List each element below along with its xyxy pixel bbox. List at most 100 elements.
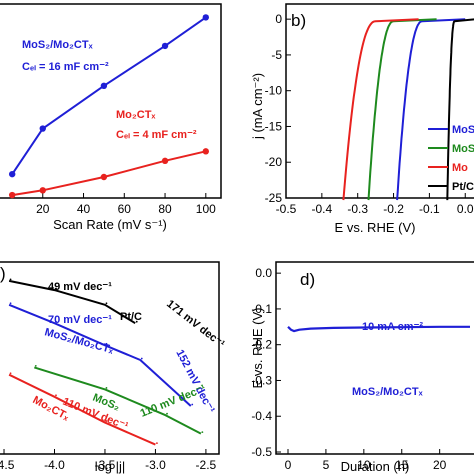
panel-a-frame xyxy=(0,3,222,199)
panel-b-y-tick-label: -20 xyxy=(265,155,283,169)
panel-a-series-0-point xyxy=(8,170,16,178)
panel-b-series-1-line xyxy=(367,18,437,201)
panel-a-series-0-point xyxy=(161,42,169,50)
panel-c-annotation-ptc: Pt/C xyxy=(120,311,142,323)
panel-c-letter: ) xyxy=(0,264,6,283)
panel-d-x-tick-label: 20 xyxy=(433,458,447,472)
panel-c-series-0-point xyxy=(9,278,12,281)
panel-a-x-axis-label: Scan Rate (mV s⁻¹) xyxy=(53,217,167,232)
panel-d-x-tick-label: 15 xyxy=(395,458,409,472)
panel-a-x-tick-label: 20 xyxy=(36,202,50,216)
panel-b-y-tick-label: 0 xyxy=(275,12,282,26)
panel-c-annotation-70: 70 mV dec⁻¹ xyxy=(48,314,112,326)
panel-c-x-tick-label: -3.0 xyxy=(145,458,166,472)
panel-c-x-tick-label: -2.5 xyxy=(196,458,217,472)
panel-c-series-1-point xyxy=(191,403,194,406)
panel-b-series-2-line xyxy=(342,18,419,201)
panel-a-x-tick-label: 80 xyxy=(158,202,172,216)
panel-b-x-tick-label: -0.5 xyxy=(276,202,297,216)
panel-b-y-tick-label: -5 xyxy=(271,48,282,62)
panel-b-letter: b) xyxy=(291,11,306,30)
panel-a-annotation-hybrid-cdl: Cₑₗ = 16 mF cm⁻² xyxy=(22,61,109,73)
panel-b-series-0-line xyxy=(396,18,466,201)
panel-c-series-3-point xyxy=(9,372,12,375)
panel-c-series-2-line xyxy=(34,366,202,435)
panel-a-x-tick-label: 100 xyxy=(196,202,216,216)
panel-d-annotation-current: 10 mA cm⁻² xyxy=(362,321,423,333)
panel-c-annotation-hybrid: MoS₂/Mo₂CTₓ xyxy=(43,326,115,356)
panel-c-series-1-point xyxy=(9,302,12,305)
panel-a-series-0-point xyxy=(39,125,46,132)
panel-d-y-tick-label: 0.0 xyxy=(255,266,272,280)
panel-c-series-3-point xyxy=(156,442,158,445)
legend-label-mo2c: Mo xyxy=(452,162,468,174)
panel-d-annotation-hybrid: MoS₂/Mo₂CTₓ xyxy=(352,386,424,398)
panel-c-annotation-152: 152 mV dec⁻¹ xyxy=(173,348,217,416)
panel-c-frame xyxy=(0,261,220,455)
panel-d-y-tick-label: -0.1 xyxy=(251,302,272,316)
panel-c-series-0-point xyxy=(135,320,138,323)
panel-c-annotation-110-green: 110 mV dec⁻¹ xyxy=(139,383,208,420)
panel-c-series-0-point xyxy=(55,287,57,290)
panel-b-y-axis-label: j (mA cm⁻²) xyxy=(250,73,265,140)
panel-a-annotation-mo2c-name: Mo₂CTₓ xyxy=(116,109,156,121)
panel-a-series-1-point xyxy=(202,148,210,155)
panel-a-series-1-point xyxy=(8,191,16,199)
panel-d-x-tick-label: 5 xyxy=(323,458,330,472)
panel-d-series-0-line xyxy=(287,325,470,333)
panel-c-series-1-line xyxy=(8,303,192,407)
panel-b-y-tick-label: -10 xyxy=(265,84,283,98)
plot-layer: 20 40 60 80 100 -0.5 -0.4 -0.3 -0.2 -0.1 0.00-5-10… xyxy=(0,12,474,472)
panel-c-series-3-point xyxy=(55,394,57,397)
panel-b-x-tick-label: -0.4 xyxy=(312,202,333,216)
panel-d-frame xyxy=(275,261,474,455)
panel-c-series-1-point xyxy=(140,357,143,360)
panel-b-series-3-line xyxy=(446,18,474,201)
panel-c-annotation-171: 171 mV dec⁻¹ xyxy=(164,298,227,351)
panel-a-series-1-point xyxy=(161,157,169,165)
panel-c-series-2-point xyxy=(166,412,168,415)
panel-a-annotation-mo2c-cdl: Cₑₗ = 4 mF cm⁻² xyxy=(116,129,197,141)
panel-c-series-3-point xyxy=(105,420,108,422)
panel-c-x-axis-label: log |j| xyxy=(95,459,126,474)
panel-c-series-1-point xyxy=(105,342,108,345)
legend-label-mos2: MoS xyxy=(452,143,474,155)
panel-b-x-tick-label: -0.2 xyxy=(383,202,404,216)
panel-c-series-2-point xyxy=(201,431,204,433)
panel-d-y-axis-label: E vs. RHE (V) xyxy=(250,308,265,389)
panel-d-letter: d) xyxy=(300,270,315,289)
panel-c-series-0-line xyxy=(8,279,136,325)
panel-d-x-tick-label: 0 xyxy=(285,458,292,472)
panel-c-series-0-point xyxy=(105,302,108,305)
panel-b-x-axis-label: E vs. RHE (V) xyxy=(335,220,416,235)
panel-c-x-tick-label: -4.5 xyxy=(0,458,15,472)
panel-c-series-1-point xyxy=(55,320,57,323)
panel-d-x-tick-label: 10 xyxy=(357,458,371,472)
panel-d-y-tick-label: -0.3 xyxy=(251,373,272,387)
panel-b-x-tick-label: 0.0 xyxy=(457,202,474,216)
panel-a-series-0-point xyxy=(202,14,210,21)
panel-b-x-tick-label: -0.3 xyxy=(347,202,368,216)
panel-b-frame xyxy=(285,3,474,199)
panel-b-y-tick-label: -25 xyxy=(265,191,283,205)
panel-c-series-2-point xyxy=(34,364,37,367)
panel-a-annotation-hybrid-name: MoS₂/Mo₂CTₓ xyxy=(22,39,94,51)
panel-d-x-axis-label: Duration (h) xyxy=(341,459,410,474)
panel-d-y-tick-label: -0.2 xyxy=(251,338,272,352)
panel-a-x-tick-label: 40 xyxy=(77,202,91,216)
panel-d-y-tick-label: -0.4 xyxy=(251,409,272,423)
panel-c-series-2-point xyxy=(105,387,108,389)
panel-a-x-tick-label: 60 xyxy=(118,202,132,216)
panel-b-legend: MoS MoS Mo Pt/C xyxy=(428,124,474,193)
panel-b-x-tick-label: -0.1 xyxy=(419,202,440,216)
panel-d-y-tick-label: -0.5 xyxy=(251,445,272,459)
panel-c-x-tick-label: -3.5 xyxy=(95,458,116,472)
panel-b-y-tick-label: -15 xyxy=(265,119,283,133)
panel-a-series-1-point xyxy=(39,187,46,194)
panel-a-series-1-point xyxy=(100,173,108,181)
legend-label-hybrid: MoS xyxy=(452,124,474,136)
legend-label-ptc: Pt/C xyxy=(452,181,474,193)
panel-c-x-tick-label: -4.0 xyxy=(44,458,65,472)
panel-c-annotation-49: 49 mV dec⁻¹ xyxy=(48,281,112,293)
